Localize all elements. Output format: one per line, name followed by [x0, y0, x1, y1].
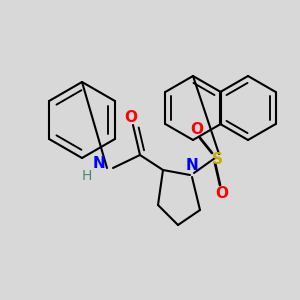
Text: S: S	[212, 152, 223, 167]
Text: N: N	[186, 158, 198, 172]
Text: O: O	[124, 110, 137, 124]
Text: N: N	[93, 157, 105, 172]
Text: O: O	[190, 122, 203, 137]
Text: H: H	[82, 169, 92, 183]
Text: O: O	[215, 185, 229, 200]
